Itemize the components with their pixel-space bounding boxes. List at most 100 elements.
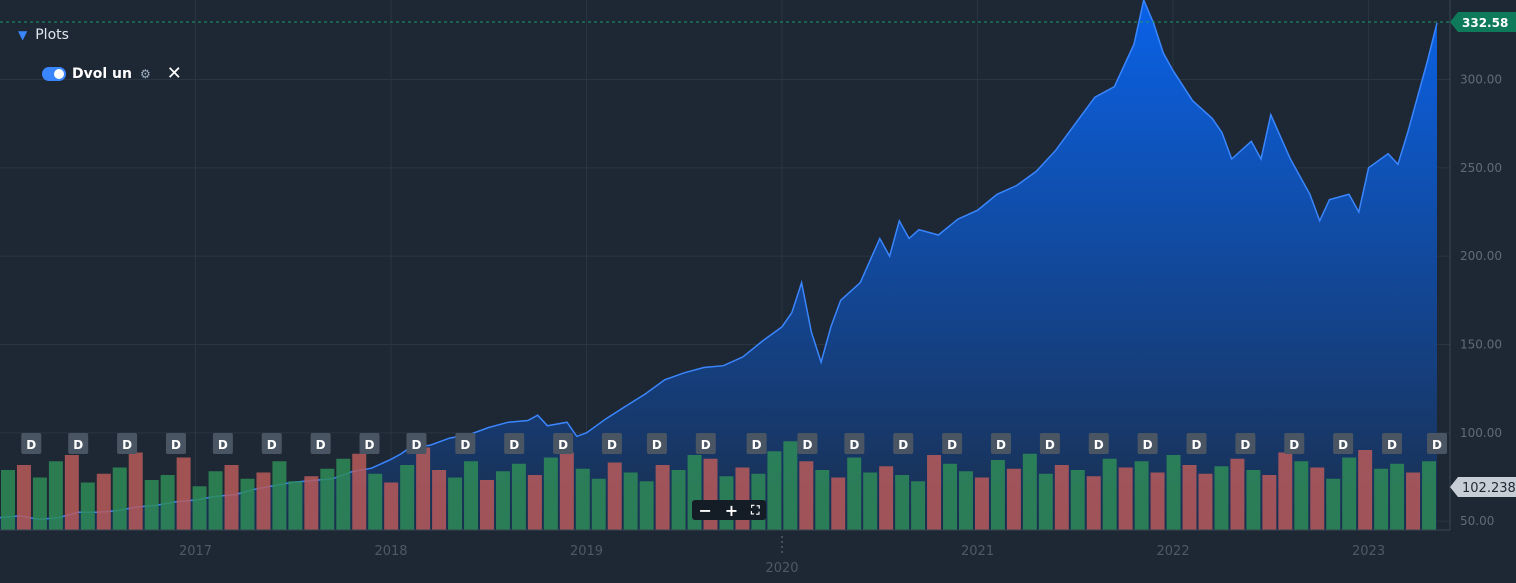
volume-bar (448, 477, 463, 530)
volume-bar (112, 467, 127, 530)
volume-bar (1134, 461, 1149, 530)
close-icon[interactable]: ✕ (166, 63, 182, 84)
volume-bar (144, 480, 159, 530)
dividend-marker: D (695, 433, 716, 454)
volume-bar (1086, 476, 1101, 530)
dividend-marker: D (1235, 433, 1256, 454)
dividend-marker-label: D (365, 438, 375, 452)
dividend-marker-box (21, 433, 42, 454)
volume-bar (639, 481, 654, 530)
volume-bar (1390, 463, 1405, 530)
dividend-marker-box (406, 433, 427, 454)
volume-bar (192, 486, 207, 530)
volume-bar (400, 465, 415, 530)
volume-bar (974, 477, 989, 530)
volume-tag: 102.238 (1450, 477, 1516, 497)
dividend-marker-label: D (460, 438, 470, 452)
dividend-marker-label: D (947, 438, 957, 452)
volume-bar (1342, 457, 1357, 530)
zoom-out-button[interactable]: − (698, 500, 712, 520)
dividend-marker: D (1382, 433, 1403, 454)
volume-bar (927, 455, 942, 530)
x-tick-label: 2017 (179, 544, 212, 559)
volume-bar (575, 468, 590, 530)
zoom-in-button[interactable]: + (724, 500, 739, 520)
dividend-marker: D (844, 433, 865, 454)
dividend-marker-box (261, 433, 282, 454)
y-tick-label: 200.00 (1460, 249, 1502, 263)
series-chip[interactable]: Dvol un ⚙ ✕ (42, 64, 182, 84)
dividend-marker-label: D (1338, 438, 1348, 452)
dividend-marker-label: D (996, 438, 1006, 452)
fullscreen-icon[interactable]: ⛶ (751, 502, 760, 517)
x-tick-label: 2019 (570, 544, 603, 559)
dividend-marker-box (504, 433, 525, 454)
dividend-marker-label: D (122, 438, 132, 452)
volume-bar (495, 471, 510, 530)
dividend-marker-label: D (1289, 438, 1299, 452)
plots-label: Plots (35, 27, 69, 43)
volume-bar (1422, 461, 1436, 530)
plots-toggle[interactable]: ▼ Plots (18, 24, 69, 46)
y-tick-label: 50.00 (1460, 514, 1494, 528)
dividend-marker-box (601, 433, 622, 454)
volume-bar (1070, 470, 1085, 530)
volume-bar (1406, 472, 1421, 530)
series-label: Dvol un (72, 66, 132, 82)
volume-bar (128, 452, 143, 530)
volume-bar (847, 457, 862, 530)
volume-bar (1278, 452, 1293, 530)
gear-icon[interactable]: ⚙ (139, 67, 151, 81)
volume-bar (272, 461, 287, 530)
series-visibility-toggle[interactable] (42, 67, 66, 81)
dividend-marker: D (1088, 433, 1109, 454)
volume-bar (16, 465, 31, 530)
volume-bar (384, 482, 399, 530)
dividend-marker-label: D (1387, 438, 1397, 452)
volume-bar (1006, 468, 1021, 530)
dividend-marker: D (504, 433, 525, 454)
volume-bar (671, 470, 686, 530)
volume-bar (799, 461, 814, 530)
dividend-marker-label: D (73, 438, 83, 452)
volume-bar (783, 441, 798, 530)
last-price-tag: 332.58 (1450, 11, 1516, 32)
dividend-marker-label: D (1094, 438, 1104, 452)
dividend-marker-box (68, 433, 89, 454)
dividend-marker: D (797, 433, 818, 454)
volume-bar (943, 463, 957, 530)
volume-bar (336, 458, 351, 530)
dividend-marker-box (117, 433, 138, 454)
price-area-fill (0, 0, 1437, 530)
dividend-marker: D (646, 433, 667, 454)
dividend-marker: D (261, 433, 282, 454)
volume-bar (1310, 467, 1325, 530)
dividend-marker: D (455, 433, 476, 454)
volume-bar (96, 473, 111, 530)
dividend-marker: D (212, 433, 233, 454)
dividend-marker: D (1137, 433, 1158, 454)
dividend-marker-box (646, 433, 667, 454)
volume-bar (990, 460, 1005, 530)
dividend-marker-box (746, 433, 767, 454)
volume-layer (1, 441, 1436, 530)
volume-bar (911, 481, 926, 530)
volume-bar (559, 452, 574, 530)
dividend-marker-box (893, 433, 914, 454)
x-tick-label: 2021 (961, 544, 994, 559)
dividend-marker: D (1186, 433, 1207, 454)
volume-bar (1, 470, 15, 530)
dividend-marker: D (68, 433, 89, 454)
volume-bar (1214, 466, 1229, 530)
dividend-marker-box (165, 433, 186, 454)
dividend-marker: D (406, 433, 427, 454)
dividend-marker-box (359, 433, 380, 454)
dividend-marker-box (1235, 433, 1256, 454)
volume-bar (1326, 478, 1341, 530)
dividend-marker-label: D (898, 438, 908, 452)
volume-bar (655, 465, 670, 530)
